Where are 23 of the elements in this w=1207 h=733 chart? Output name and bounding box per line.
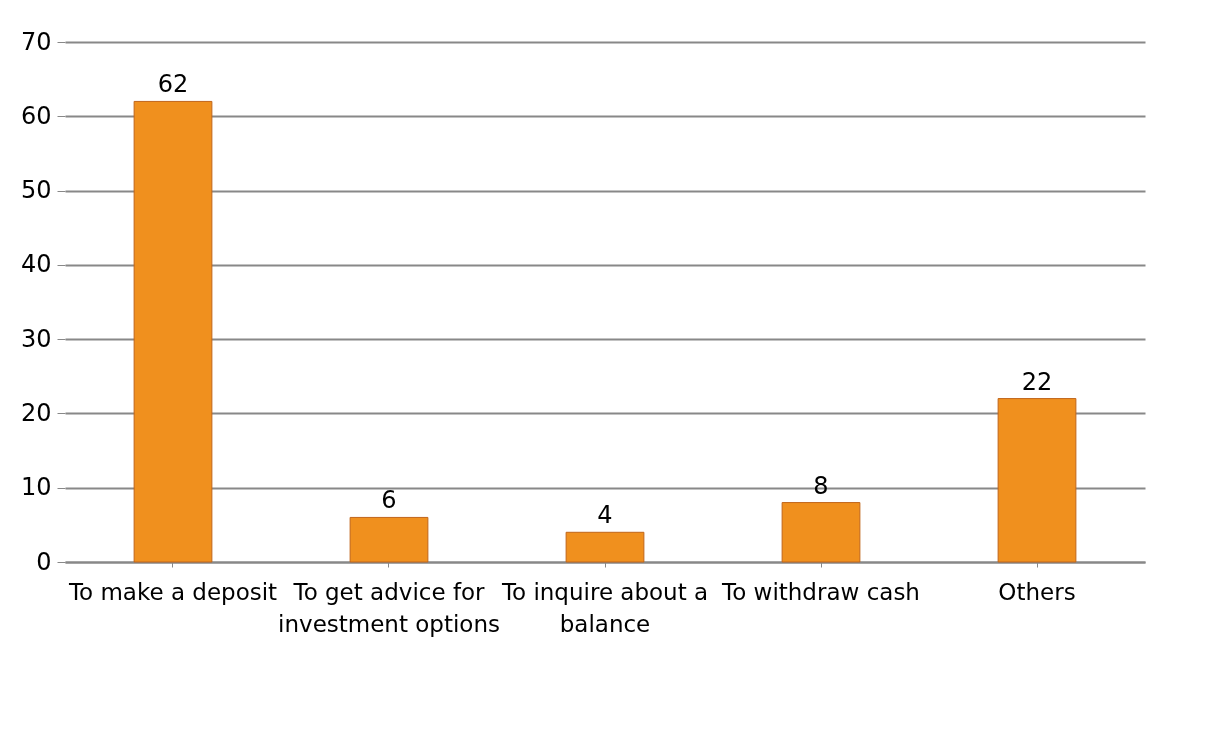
- x-tick-label: To get advice for investment options: [278, 578, 500, 637]
- y-tick-label: 10: [20, 473, 52, 502]
- bar: [565, 531, 645, 563]
- data-label: 4: [597, 501, 613, 530]
- y-tick-label: 60: [20, 101, 52, 130]
- data-label: 8: [813, 471, 829, 500]
- x-tick-label: To inquire about a balance: [500, 578, 709, 637]
- x-tick-label: To make a deposit: [67, 578, 278, 605]
- y-tick-label: 70: [20, 27, 52, 56]
- x-tick-label: Others: [998, 578, 1076, 605]
- data-label: 22: [1021, 367, 1053, 396]
- data-label: 62: [157, 70, 189, 99]
- y-tick-label: 50: [20, 176, 52, 205]
- y-tick-label: 0: [36, 547, 52, 576]
- bar: [349, 516, 429, 563]
- x-tick-label: To withdraw cash: [721, 578, 920, 605]
- bar: [997, 398, 1077, 563]
- data-label: 6: [381, 486, 397, 515]
- y-tick-label: 20: [20, 398, 52, 427]
- bar: [133, 100, 213, 563]
- y-tick-label: 30: [20, 324, 52, 353]
- bar: [781, 502, 861, 563]
- y-tick-label: 40: [20, 250, 52, 279]
